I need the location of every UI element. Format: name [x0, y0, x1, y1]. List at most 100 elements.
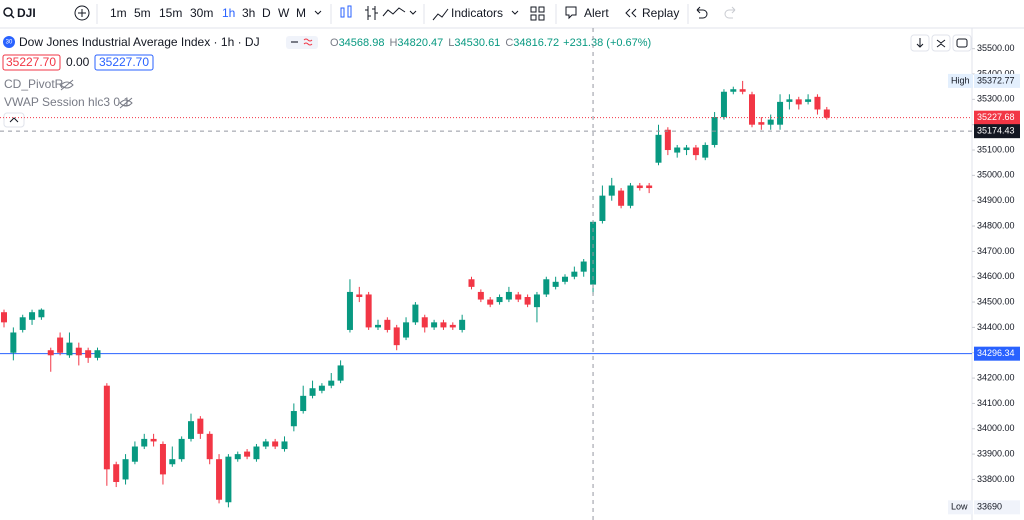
low-label-tag: Low: [951, 502, 968, 512]
candle-body: [356, 294, 363, 298]
candle-body: [337, 365, 344, 381]
candle-body: [431, 322, 438, 328]
y-tick-label: 33900.00: [977, 448, 1015, 458]
chart-type-icons[interactable]: [340, 5, 352, 18]
low-label-bg: [974, 500, 1020, 515]
candle-body: [412, 304, 419, 323]
indicators-button[interactable]: Indicators: [451, 6, 503, 20]
interval[interactable]: M: [296, 6, 306, 20]
interval[interactable]: 3h: [242, 6, 255, 20]
candle-body: [346, 291, 353, 330]
bid[interactable]: 35227.70: [6, 55, 56, 69]
y-tick-label: 34200.00: [977, 372, 1015, 382]
indicator[interactable]: VWAP Session hlc3 0 1: [4, 95, 130, 109]
high-label-tag: High: [951, 75, 970, 85]
indicator[interactable]: CD_PivotR: [4, 77, 64, 91]
crosshair-label: 35174.43: [977, 126, 1015, 136]
line-label: 34296.34: [977, 348, 1015, 358]
candle-body: [440, 322, 447, 328]
interval[interactable]: W: [278, 6, 290, 20]
candle-body: [159, 443, 166, 475]
y-tick-label: 35500.00: [977, 43, 1015, 53]
candle-body: [150, 438, 157, 442]
alert-button[interactable]: Alert: [584, 6, 609, 20]
candle-body: [57, 337, 64, 353]
candle-body: [552, 281, 559, 287]
candle-body: [113, 464, 120, 482]
candle-body: [131, 446, 138, 462]
line-icon[interactable]: [382, 7, 406, 17]
interval[interactable]: 1m: [110, 6, 127, 20]
price-label: 35227.68: [977, 112, 1015, 122]
candle-body: [533, 294, 540, 308]
redo[interactable]: [724, 6, 736, 19]
candle-body: [234, 454, 241, 460]
candle-body: [103, 385, 110, 470]
candle-body: [281, 441, 288, 450]
candle-body: [178, 438, 185, 460]
search-icon[interactable]: [3, 7, 13, 17]
candle-body: [19, 317, 26, 330]
y-tick-label: 34500.00: [977, 296, 1015, 306]
bars-icon[interactable]: [365, 6, 378, 20]
candle-body: [244, 451, 251, 457]
candle-body: [272, 441, 279, 447]
candle-body: [608, 185, 615, 196]
y-tick-label: 35300.00: [977, 94, 1015, 104]
candle-body: [487, 299, 494, 305]
candle-body: [421, 317, 428, 328]
candle-body: [524, 297, 531, 305]
candle-body: [571, 271, 578, 277]
candle-body: [515, 294, 522, 300]
layout-icon[interactable]: [530, 6, 545, 21]
interval[interactable]: D: [262, 6, 271, 20]
interval[interactable]: 5m: [134, 6, 151, 20]
candle-body: [702, 144, 709, 158]
candle-body: [384, 319, 391, 330]
spread: 0.00: [66, 55, 90, 69]
interval[interactable]: 15m: [159, 6, 182, 20]
low-label-tag-bg: [948, 500, 973, 515]
candle-body: [823, 109, 830, 118]
candle-body: [300, 395, 307, 412]
candle-body: [365, 294, 372, 328]
candle-body: [94, 350, 101, 358]
candle-body: [290, 411, 297, 427]
candle-body: [739, 89, 746, 92]
low-label: 33690: [977, 502, 1002, 512]
legend: 30 Dow Jones Industrial Average Index · …: [2, 35, 651, 128]
undo[interactable]: [696, 6, 708, 19]
candle-body: [449, 324, 456, 328]
candle-body: [188, 421, 194, 439]
crosshair-label-bg: [974, 124, 1020, 139]
symbol[interactable]: DJI: [17, 6, 36, 20]
candle-body: [169, 459, 176, 465]
y-tick-label: 34000.00: [977, 423, 1015, 433]
candle-body: [664, 129, 671, 151]
candle-body: [468, 279, 475, 287]
candle-body: [786, 99, 793, 102]
candle-body: [206, 433, 213, 460]
interval[interactable]: 30m: [190, 6, 213, 20]
candle-body: [720, 91, 727, 118]
ask[interactable]: 35227.70: [99, 55, 149, 69]
candle-body: [1, 312, 7, 323]
y-tick-label: 35400.00: [977, 68, 1015, 78]
y-tick-label: 35100.00: [977, 144, 1015, 154]
candle-body: [253, 446, 260, 460]
pane-buttons: [910, 34, 972, 52]
collapse-button[interactable]: [3, 112, 25, 128]
candle-body: [505, 291, 512, 300]
add-symbol[interactable]: [74, 5, 90, 21]
series-title: Dow Jones Industrial Average Index · 1h …: [19, 35, 260, 49]
replay-button[interactable]: Replay: [642, 6, 679, 20]
y-tick-label: 33800.00: [977, 474, 1015, 484]
candle-body: [580, 261, 587, 272]
candle-body: [309, 388, 316, 396]
interval-active[interactable]: 1h: [222, 6, 235, 20]
candle-body: [141, 438, 148, 447]
high-label: 35372.77: [977, 75, 1015, 85]
y-tick-label: 34800.00: [977, 220, 1015, 230]
maximize[interactable]: [952, 34, 972, 52]
